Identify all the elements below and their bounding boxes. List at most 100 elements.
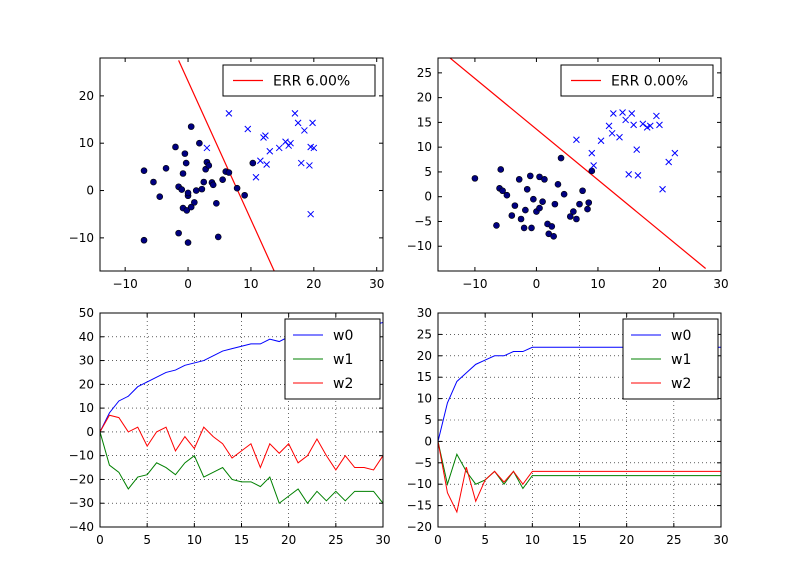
x-tick-label: 20 (281, 533, 296, 547)
y-tick-label: 5 (424, 413, 432, 427)
y-tick-label: 10 (417, 140, 432, 154)
legend-label-w0: w0 (333, 328, 353, 344)
x-tick-label: 15 (572, 533, 587, 547)
class1-point (266, 147, 274, 155)
class0-point (584, 205, 591, 213)
legend-label: ERR 6.00% (273, 74, 350, 90)
y-tick-label: 15 (417, 115, 432, 129)
decision-boundary-line (178, 60, 275, 271)
class0-point (528, 224, 535, 232)
y-tick-label: 50 (79, 306, 94, 320)
plot-content (140, 60, 318, 271)
y-tick-label: −15 (407, 499, 432, 513)
x-tick-label: 10 (187, 533, 202, 547)
class1-point (203, 144, 211, 152)
y-tick-label: 10 (417, 392, 432, 406)
y-tick-label: 10 (79, 136, 94, 150)
legend-label-w1: w1 (333, 352, 353, 368)
y-tick-label: 20 (79, 89, 94, 103)
class0-point (162, 164, 170, 172)
x-tick-label: 0 (184, 277, 192, 291)
x-tick-label: 5 (143, 533, 151, 547)
class1-point (291, 110, 299, 117)
y-tick-label: 30 (79, 354, 94, 368)
x-tick-label: 20 (306, 277, 321, 291)
class0-point (184, 189, 192, 197)
class0-point (233, 184, 241, 192)
legend-label-w2: w2 (671, 376, 691, 392)
class0-point (172, 143, 179, 151)
class0-point (198, 185, 206, 193)
axes-frame (99, 57, 384, 272)
class1-point (275, 144, 283, 152)
class0-point (579, 187, 586, 195)
axes-frame (437, 57, 722, 272)
class1-point (297, 159, 305, 167)
class1-point (257, 157, 264, 165)
class1-point (653, 112, 660, 120)
class1-point (244, 125, 252, 133)
x-tick-label: 20 (652, 277, 667, 291)
y-tick-label: 10 (79, 401, 94, 415)
y-tick-label: −5 (414, 456, 432, 470)
class0-point (249, 159, 257, 167)
x-tick-label: 0 (96, 533, 104, 547)
class0-point (140, 167, 148, 174)
class0-point (573, 215, 580, 223)
class0-point (508, 212, 516, 219)
class0-point (241, 191, 248, 199)
y-tick-label: −40 (69, 520, 94, 534)
y-tick-label: 30 (417, 306, 432, 320)
x-tick-label: 25 (666, 533, 681, 547)
class0-point (219, 176, 226, 183)
class1-point (605, 122, 613, 130)
series-line-w2 (100, 414, 383, 471)
class1-point (573, 136, 580, 144)
class0-point (156, 193, 164, 200)
class1-point (263, 161, 271, 168)
class0-point (539, 198, 546, 205)
class0-point (205, 162, 213, 169)
y-tick-label: 25 (417, 66, 432, 80)
class0-point (187, 123, 195, 130)
y-tick-label: −30 (69, 496, 94, 510)
class1-point (659, 185, 666, 193)
class0-point (523, 185, 531, 193)
legend: w0 w1 w2 (284, 318, 381, 400)
class0-point (548, 223, 556, 230)
class1-point (294, 119, 302, 127)
class0-point (570, 208, 577, 215)
x-tick-label: 5 (481, 533, 489, 547)
class0-point (576, 200, 583, 208)
class1-point (608, 129, 616, 137)
class0-point (511, 202, 519, 209)
class0-point (178, 186, 186, 193)
series-line-w1 (100, 431, 383, 505)
class1-point (262, 132, 269, 139)
class1-point (622, 116, 629, 124)
class0-point (551, 200, 559, 208)
y-tick-label: 0 (86, 184, 94, 198)
y-tick-label: 20 (79, 377, 94, 391)
series-line-w2 (438, 441, 721, 514)
y-tick-label: −5 (414, 214, 432, 228)
class1-point (609, 110, 617, 117)
class1-point (628, 110, 636, 117)
class1-point (306, 162, 313, 169)
class0-point (184, 239, 192, 246)
legend-label-w1: w1 (671, 352, 691, 368)
class0-point (503, 191, 511, 199)
class1-point (307, 210, 315, 218)
class0-point (209, 181, 217, 189)
x-tick-label: 25 (328, 533, 343, 547)
legend-label: ERR 0.00% (611, 74, 688, 90)
legend: ERR 6.00% (222, 64, 376, 97)
class0-point (588, 167, 596, 175)
class0-point (493, 222, 500, 229)
x-tick-label: 30 (369, 277, 384, 291)
class0-point (517, 215, 525, 223)
y-tick-label: −20 (407, 520, 432, 534)
class0-point (550, 233, 557, 240)
x-tick-label: 10 (525, 533, 540, 547)
class0-point (541, 176, 548, 183)
